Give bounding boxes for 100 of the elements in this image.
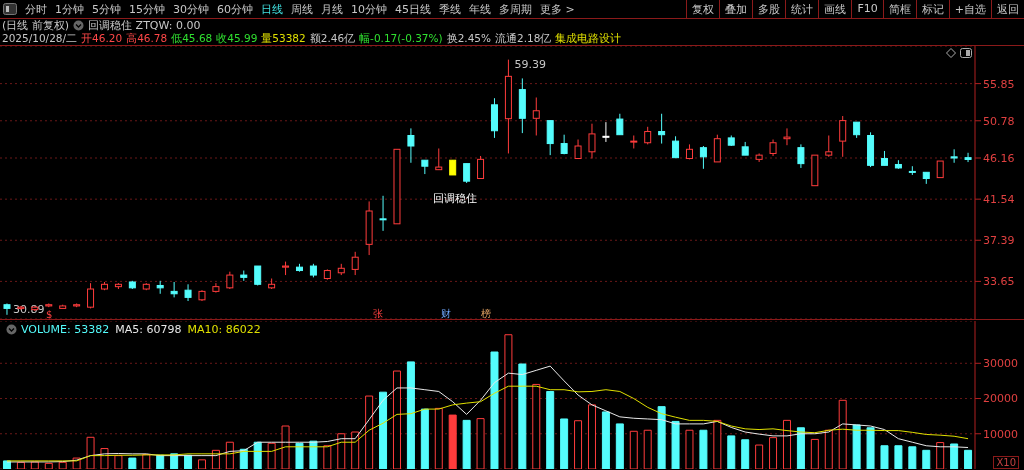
candlestick bbox=[602, 121, 610, 143]
bar bbox=[518, 363, 527, 469]
y-tick-label: 55.85 bbox=[983, 77, 1015, 91]
text: 10分钟 bbox=[350, 1, 388, 17]
bar bbox=[184, 454, 193, 469]
text: 30分钟 bbox=[172, 1, 210, 17]
text: 统计 bbox=[785, 0, 819, 18]
candlestick bbox=[713, 134, 721, 163]
text: 标记 bbox=[915, 0, 949, 18]
text: 流通2.18亿 bbox=[494, 32, 552, 45]
text: 2025/10/28/二 bbox=[2, 32, 78, 45]
candlestick bbox=[87, 282, 95, 309]
text: 日线 bbox=[260, 1, 284, 17]
text: 60分钟 bbox=[216, 1, 254, 17]
bar bbox=[950, 443, 959, 469]
bar bbox=[894, 445, 903, 469]
text: 集成电路设计 bbox=[555, 32, 622, 45]
candlestick bbox=[797, 143, 805, 169]
bar bbox=[741, 439, 750, 469]
text: 分时 bbox=[24, 1, 48, 17]
text: 15分钟 bbox=[128, 1, 166, 17]
text: 高46.78 bbox=[126, 32, 168, 45]
bar bbox=[727, 435, 736, 469]
candlestick bbox=[379, 195, 387, 232]
text: 周线 bbox=[290, 1, 314, 17]
bar bbox=[657, 406, 666, 469]
bar bbox=[448, 414, 457, 469]
line-series bbox=[6, 385, 969, 462]
text: MA5: 60798 bbox=[115, 323, 182, 336]
text: 低45.68 bbox=[171, 32, 213, 45]
candlestick bbox=[170, 281, 178, 298]
bar bbox=[420, 408, 429, 469]
text: X10 bbox=[993, 456, 1019, 469]
candlestick bbox=[351, 251, 359, 276]
candlestick bbox=[184, 283, 192, 302]
candlestick bbox=[435, 147, 443, 171]
text: 收45.99 bbox=[216, 32, 258, 45]
text: 换2.45% bbox=[446, 32, 491, 45]
text: 幅-0.17(-0.37%) bbox=[359, 32, 443, 45]
text: 45日线 bbox=[394, 1, 432, 17]
text: 额2.46亿 bbox=[309, 32, 356, 45]
bar bbox=[852, 424, 861, 469]
text: 多周期 bbox=[498, 1, 533, 17]
candlestick bbox=[950, 148, 958, 164]
candlestick bbox=[658, 113, 666, 145]
bar bbox=[128, 457, 137, 469]
y-tick-label: 10000 bbox=[983, 427, 1018, 441]
text: 5分钟 bbox=[91, 1, 122, 17]
text: VOLUME: 53382 bbox=[21, 323, 110, 336]
text: 返回 bbox=[991, 0, 1024, 18]
bar bbox=[796, 427, 805, 469]
candlestick bbox=[463, 163, 471, 184]
bar bbox=[601, 411, 610, 469]
candlestick bbox=[672, 135, 680, 159]
candlestick bbox=[17, 305, 25, 311]
bar bbox=[379, 391, 388, 469]
candlestick bbox=[477, 155, 485, 179]
bar bbox=[156, 454, 165, 469]
text: F10 bbox=[851, 0, 883, 18]
annotation: $ bbox=[46, 309, 53, 320]
bar bbox=[908, 446, 917, 469]
text: 简框 bbox=[882, 0, 916, 18]
bar bbox=[560, 418, 569, 469]
candlestick bbox=[546, 120, 554, 156]
candlestick bbox=[964, 152, 972, 163]
annotation: 回调稳住 bbox=[433, 191, 477, 206]
text: 月线 bbox=[320, 1, 344, 17]
line-series bbox=[6, 365, 969, 463]
text: 季线 bbox=[438, 1, 462, 17]
candlestick bbox=[407, 127, 415, 164]
annotation: 59.39 bbox=[514, 57, 546, 71]
text: 多股 bbox=[752, 0, 786, 18]
bar bbox=[546, 390, 555, 469]
bar bbox=[880, 445, 889, 469]
bar bbox=[462, 419, 471, 469]
candlestick bbox=[574, 139, 582, 160]
bar bbox=[295, 442, 304, 469]
candlestick bbox=[532, 96, 540, 136]
candlestick bbox=[783, 127, 791, 146]
bar bbox=[671, 420, 680, 469]
annotation: 榜 bbox=[481, 307, 491, 321]
y-tick-label: 20000 bbox=[983, 392, 1018, 406]
bar bbox=[615, 423, 624, 469]
text: 叠加 bbox=[719, 0, 753, 18]
bar bbox=[253, 441, 262, 469]
text: 1分钟 bbox=[54, 1, 85, 17]
annotation: 财 bbox=[441, 307, 451, 321]
bar bbox=[490, 351, 499, 469]
text: 更多 > bbox=[539, 1, 576, 17]
annotation: 张 bbox=[373, 307, 383, 321]
text: MA10: 86022 bbox=[187, 323, 261, 336]
candlestick bbox=[699, 145, 707, 170]
bar bbox=[964, 449, 973, 469]
y-tick-label: 37.39 bbox=[983, 234, 1015, 248]
text: +自选 bbox=[948, 0, 991, 18]
candlestick bbox=[825, 135, 833, 158]
chart-title: (日线 前复权) bbox=[2, 17, 70, 33]
text: 开46.20 bbox=[81, 32, 123, 45]
y-tick-label: 41.54 bbox=[983, 193, 1015, 207]
candlestick bbox=[616, 113, 624, 136]
